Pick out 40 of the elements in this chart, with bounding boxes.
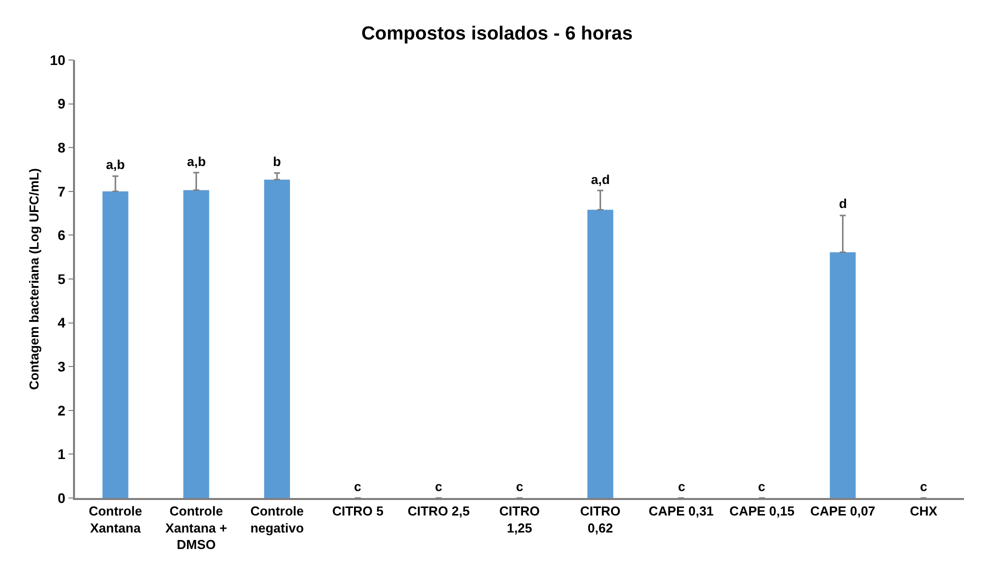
data-label: b xyxy=(273,154,281,169)
x-tick-label: CITRO 1,25 xyxy=(499,503,540,536)
x-tick-label: CITRO 5 xyxy=(332,503,384,518)
bar xyxy=(587,210,614,498)
y-tick-label: 4 xyxy=(58,314,66,331)
data-label: c xyxy=(435,479,442,494)
data-label: c xyxy=(354,479,362,494)
y-tick-label: 6 xyxy=(58,227,66,244)
y-tick-label: 0 xyxy=(58,490,66,506)
chart-title: Compostos isolados - 6 horas xyxy=(361,23,633,44)
x-tick-label: CITRO 2,5 xyxy=(408,503,470,518)
data-label: c xyxy=(678,479,686,494)
y-tick-label: 5 xyxy=(58,270,66,287)
data-label: c xyxy=(920,479,928,494)
data-label: a,d xyxy=(591,172,610,187)
bar xyxy=(183,190,210,498)
x-tick-label: Controle Xantana xyxy=(88,503,142,536)
data-label: a,b xyxy=(106,157,125,172)
x-tick-label: Controle negativo xyxy=(250,503,304,536)
x-tick-label: CAPE 0,07 xyxy=(810,503,876,518)
bar xyxy=(264,180,290,498)
x-tick-label: CITRO 0,62 xyxy=(580,503,621,536)
x-tick-label: CAPE 0,31 xyxy=(648,503,714,518)
bar xyxy=(102,191,128,498)
data-label: c xyxy=(758,479,766,494)
x-tick-label: Controle Xantana + DMSO xyxy=(165,503,228,552)
data-label: c xyxy=(516,479,524,494)
y-axis-title: Contagem bacteriana (Log UFC/mL) xyxy=(26,168,42,390)
x-tick-label: CHX xyxy=(910,503,938,518)
bar xyxy=(830,252,856,498)
y-tick-label: 7 xyxy=(58,183,66,200)
y-tick-label: 9 xyxy=(58,96,66,112)
data-label: d xyxy=(839,196,847,211)
data-label: a,b xyxy=(187,154,206,169)
y-tick-label: 3 xyxy=(58,358,66,374)
y-tick-label: 2 xyxy=(58,402,66,418)
x-tick-label: CAPE 0,15 xyxy=(729,503,794,518)
y-tick-label: 8 xyxy=(58,140,66,156)
y-tick-label: 1 xyxy=(58,446,66,462)
y-tick-label: 10 xyxy=(50,52,66,68)
